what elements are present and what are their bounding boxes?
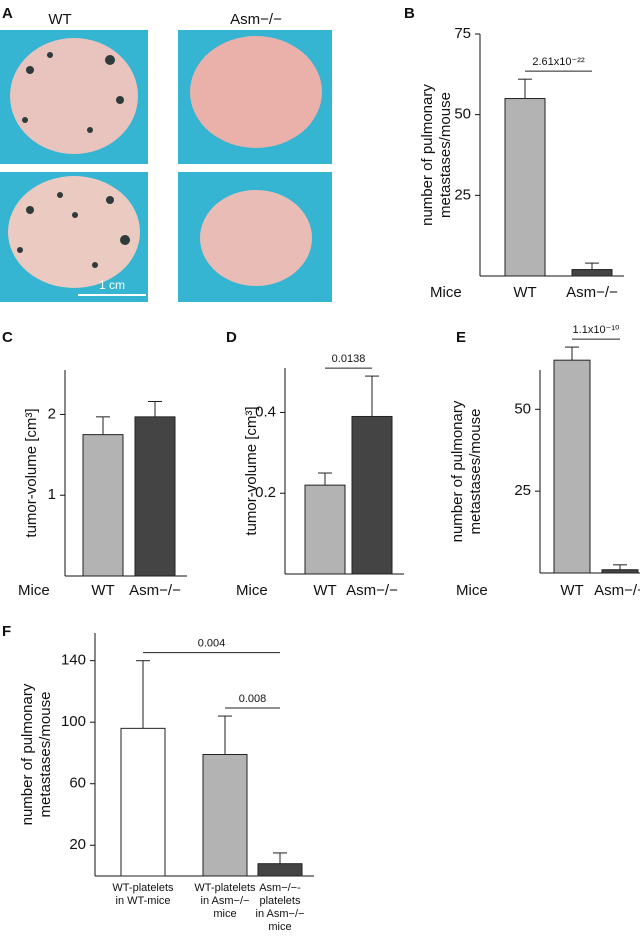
lung	[10, 38, 138, 154]
y-tick-label: 20	[69, 836, 86, 853]
column-label: Asm−/−	[230, 11, 282, 28]
y-tick-label: 50	[454, 106, 471, 123]
x-tick-label: platelets	[260, 895, 301, 907]
y-axis-label: tumor-volume [cm³]	[23, 408, 40, 537]
y-tick-label: 25	[514, 482, 531, 499]
y-axis-label: number of pulmonary	[19, 683, 36, 825]
x-tick-label: Asm−/−	[129, 582, 181, 599]
x-tick-label: WT	[560, 582, 583, 599]
p-value: 0.0138	[332, 353, 366, 365]
y-axis-label: metastases/mouse	[467, 409, 484, 535]
x-tick-label: mice	[213, 908, 236, 920]
y-axis-label: metastases/mouse	[437, 92, 454, 218]
y-tick-label: 140	[61, 652, 86, 669]
x-tick-label: WT-platelets	[194, 882, 256, 894]
x-tick-label: Asm−/−	[566, 284, 618, 301]
y-tick-label: 2	[48, 405, 56, 422]
y-axis-label: number of pulmonary	[419, 84, 436, 226]
panel-letter: D	[226, 329, 237, 346]
bar	[553, 359, 591, 574]
p-value: 0.004	[198, 638, 226, 650]
y-tick-label: 0.4	[255, 403, 276, 420]
panel-letter: F	[2, 623, 11, 640]
x-axis-label: Mice	[18, 582, 50, 599]
x-tick-label: WT	[91, 582, 114, 599]
bar	[351, 415, 393, 575]
y-axis-label: number of pulmonary	[449, 400, 466, 542]
bar	[202, 754, 248, 877]
bar	[304, 484, 346, 575]
scale-label: 1 cm	[99, 278, 125, 292]
panel-letter: E	[456, 329, 466, 346]
y-axis-label: tumor-volume [cm³]	[243, 406, 260, 535]
x-tick-label: WT-platelets	[112, 882, 174, 894]
y-tick-label: 1	[48, 486, 56, 503]
x-tick-label: WT	[513, 284, 536, 301]
bar	[120, 727, 166, 877]
panel-letter: B	[404, 5, 415, 22]
panel-letter: C	[2, 329, 13, 346]
x-tick-label: mice	[268, 921, 291, 933]
bar	[257, 863, 303, 877]
y-tick-label: 60	[69, 775, 86, 792]
x-axis-label: Mice	[456, 582, 488, 599]
bar	[82, 434, 124, 577]
lung	[200, 190, 312, 286]
x-tick-label: Asm−/−	[346, 582, 398, 599]
bar	[601, 569, 639, 574]
column-label: WT	[48, 11, 71, 28]
x-tick-label: Asm−/−-	[259, 882, 301, 894]
x-axis-label: Mice	[430, 284, 462, 301]
panel-letter: A	[2, 5, 13, 22]
y-tick-label: 100	[61, 713, 86, 730]
y-tick-label: 75	[454, 25, 471, 42]
p-value: 0.008	[239, 693, 267, 705]
y-tick-label: 25	[454, 186, 471, 203]
bar	[571, 269, 613, 277]
y-tick-label: 50	[514, 400, 531, 417]
p-value: 2.61x10⁻²²	[532, 56, 585, 68]
x-tick-label: in Asm−/−	[201, 895, 250, 907]
y-axis-label: metastases/mouse	[37, 692, 54, 818]
x-tick-label: in Asm−/−	[256, 908, 305, 920]
p-value: 1.1x10⁻¹⁰	[573, 324, 620, 336]
bar	[504, 98, 546, 277]
metastases	[17, 52, 130, 268]
lung	[8, 176, 140, 288]
x-tick-label: WT	[313, 582, 336, 599]
x-tick-label: in WT-mice	[116, 895, 171, 907]
bar	[134, 416, 176, 577]
lung	[190, 36, 322, 148]
x-tick-label: Asm−/−	[594, 582, 640, 599]
x-axis-label: Mice	[236, 582, 268, 599]
panel-a: A WT Asm−/− 1 cm	[0, 5, 332, 302]
y-tick-label: 0.2	[255, 484, 276, 501]
